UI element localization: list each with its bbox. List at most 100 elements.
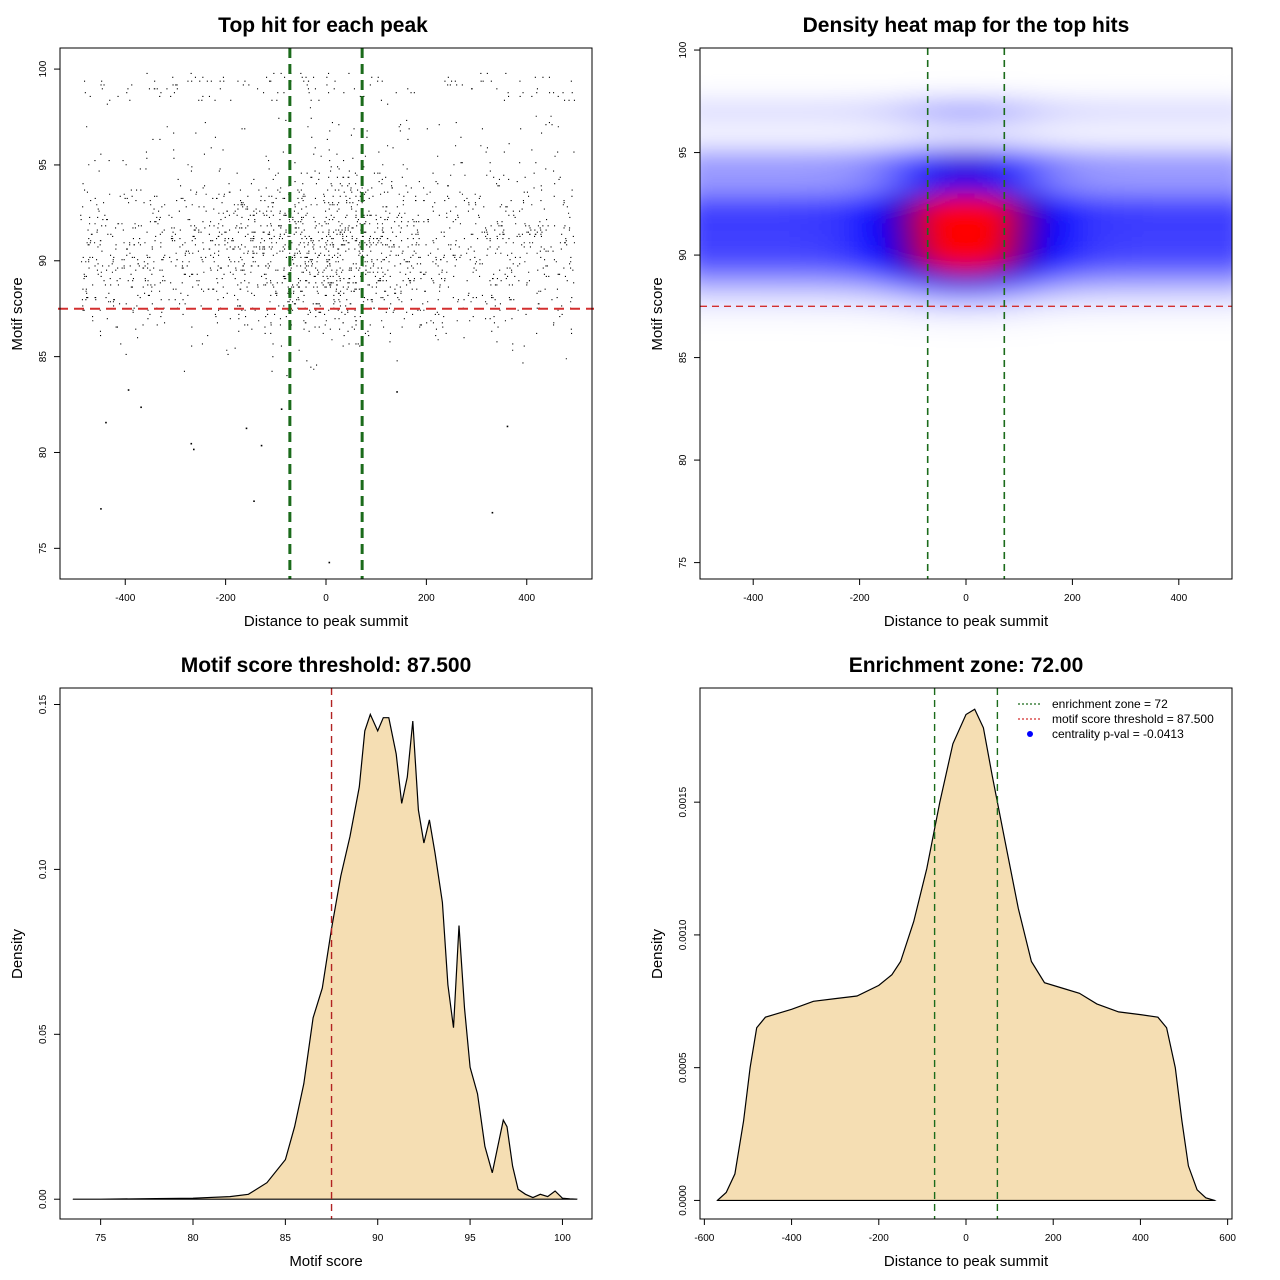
heatmap-cell — [1067, 178, 1079, 189]
heatmap-cell — [1226, 290, 1232, 302]
heatmap-cell — [907, 106, 919, 118]
heatmap-cell — [960, 147, 972, 159]
heatmap-cell — [1003, 372, 1015, 384]
heatmap-cell — [758, 352, 770, 364]
heatmap-cell — [1067, 167, 1079, 179]
heatmap-cell — [737, 352, 749, 364]
scatter-outlier-point — [280, 408, 283, 410]
heatmap-cell — [747, 75, 760, 87]
heatmap-cell — [790, 147, 802, 159]
heatmap-cell — [939, 126, 951, 138]
heatmap-cell — [1173, 352, 1185, 364]
scatter-outlier-point — [506, 425, 509, 428]
heatmap-cell — [684, 270, 695, 281]
heatmap-cell — [758, 290, 770, 302]
heatmap-cell — [886, 178, 898, 189]
heatmap-cell — [950, 342, 962, 353]
heatmap-cell — [822, 249, 834, 261]
heatmap-cell — [811, 188, 823, 200]
heatmap-cell — [1194, 208, 1206, 220]
heatmap-cell — [737, 178, 749, 189]
heatmap-cell — [896, 311, 908, 323]
heatmap-cell — [705, 383, 717, 394]
heatmap-cell — [1152, 362, 1164, 374]
heatmap-cell — [1205, 137, 1217, 148]
heatmap-cell — [1045, 229, 1057, 241]
heatmap-cell — [1067, 116, 1079, 128]
heatmap-cell — [992, 249, 1004, 261]
heatmap-cell — [992, 147, 1004, 159]
heatmap-cell — [700, 383, 706, 394]
heatmap-cell — [715, 249, 728, 261]
heatmap-cell — [896, 260, 908, 271]
heatmap-cell — [726, 342, 738, 353]
heatmap-cell — [875, 249, 887, 261]
heatmap-cell — [886, 137, 898, 148]
heatmap-cell — [854, 147, 866, 159]
heatmap-cell — [1162, 178, 1174, 189]
heatmap-cell — [1141, 362, 1153, 374]
heatmap-cell — [1013, 311, 1026, 323]
heatmap-cell — [928, 270, 940, 282]
heatmap-cell — [971, 249, 983, 261]
scatter-panel: Top hit for each peak -400 -200 0 200 400758… — [9, 14, 594, 630]
heatmap-cell — [1152, 198, 1164, 210]
heatmap-cell — [1024, 290, 1036, 302]
heatmap-cell — [918, 342, 930, 353]
heatmap-cell — [1003, 106, 1015, 118]
heatmap-cell — [801, 249, 813, 261]
heatmap-cell — [971, 331, 983, 343]
heatmap-cell — [918, 208, 930, 220]
heatmap-cell — [1067, 137, 1079, 148]
heatmap-cell — [1152, 239, 1164, 251]
heatmap-cell — [1205, 229, 1217, 241]
heatmap-cell — [1152, 280, 1164, 292]
heatmap-cell — [790, 311, 802, 323]
heatmap-cell — [715, 362, 728, 374]
heatmap-cell — [1045, 116, 1057, 128]
score-density-x-tick-label: 80 — [187, 1233, 199, 1244]
heatmap-cell — [1162, 383, 1174, 394]
heatmap-cell — [1056, 342, 1068, 353]
heatmap-cell — [715, 75, 728, 87]
heatmap-cell — [1056, 219, 1068, 230]
heatmap-cell — [1141, 352, 1153, 364]
heatmap-cell — [1162, 116, 1174, 128]
heatmap-cell — [801, 372, 813, 384]
heatmap-cell — [811, 208, 823, 220]
heatmap-cell — [896, 301, 908, 312]
heatmap-cell — [1003, 280, 1015, 292]
heatmap-cell — [700, 96, 706, 107]
heatmap-cell — [1088, 239, 1100, 251]
heatmap-cell — [1003, 260, 1015, 271]
score-density-plot-frame — [59, 687, 593, 1220]
heatmap-cell — [1120, 362, 1132, 374]
heatmap-cell — [1184, 290, 1196, 302]
heatmap-cell — [833, 331, 845, 343]
heatmap-cell — [726, 249, 738, 261]
heatmap-cell — [1077, 301, 1089, 312]
heatmap-cell — [907, 198, 919, 210]
heatmap-cell — [801, 331, 813, 343]
heatmap-cell — [992, 260, 1004, 271]
heatmap-cell — [1226, 362, 1232, 374]
heatmap-cell — [747, 383, 760, 394]
heatmap-cell — [992, 157, 1004, 169]
scatter-x-tick-label: 200 — [418, 593, 435, 604]
heatmap-cell — [886, 157, 898, 169]
heatmap-cell — [864, 321, 877, 333]
heatmap-cell — [971, 362, 983, 374]
scatter-y-tick-label: 95 — [38, 159, 49, 171]
heatmap-cell — [886, 116, 898, 128]
heatmap-cell — [1141, 188, 1153, 200]
heatmap-cell — [705, 96, 717, 107]
heatmap-cell — [854, 321, 866, 333]
heatmap-cell — [1056, 167, 1068, 179]
heatmap-cell — [1088, 167, 1100, 179]
heatmap-cell — [1216, 372, 1228, 384]
heatmap-cell — [992, 229, 1004, 241]
heatmap-cell — [1162, 280, 1174, 292]
heatmap-cell — [939, 116, 951, 128]
heatmap-cell — [684, 96, 695, 107]
heatmap-cell — [1067, 208, 1079, 220]
